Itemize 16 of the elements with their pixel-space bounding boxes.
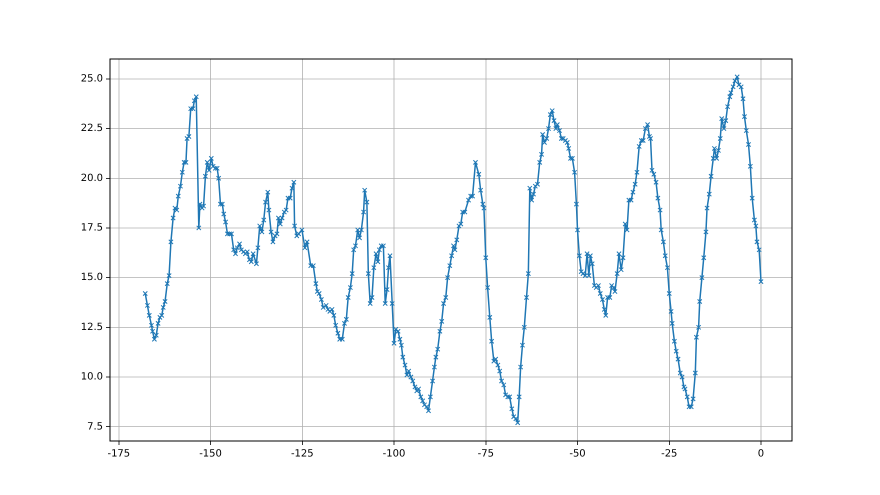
x-tick-label: -175 — [107, 448, 130, 460]
y-tick-label: 7.5 — [87, 421, 103, 432]
x-tick-label: -100 — [382, 448, 406, 460]
y-tick-label: 12.5 — [80, 322, 103, 333]
y-tick-label: 15.0 — [80, 272, 103, 284]
x-tick-label: -125 — [290, 448, 314, 460]
x-tick-label: 0 — [758, 448, 764, 460]
x-tick-label: -150 — [199, 448, 222, 460]
x-tick-label: -50 — [569, 448, 586, 460]
y-tick-label: 25.0 — [80, 73, 103, 84]
y-tick-label: 20.0 — [80, 172, 103, 184]
y-tick-label: 10.0 — [80, 372, 103, 383]
y-tick-label: 17.5 — [80, 222, 103, 234]
y-tick-label: 22.5 — [80, 123, 103, 134]
x-tick-label: -25 — [661, 448, 678, 460]
x-tick-label: -75 — [478, 448, 494, 460]
